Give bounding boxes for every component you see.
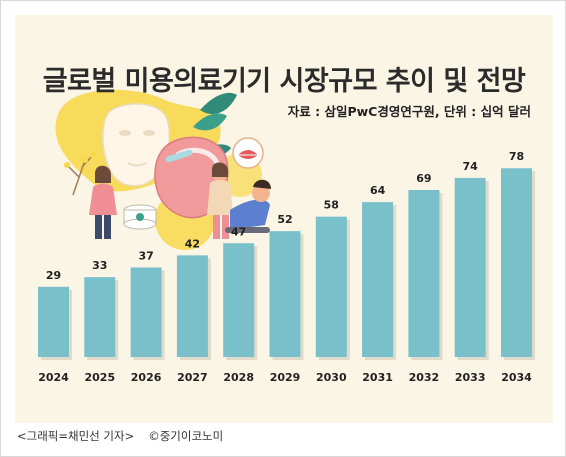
bar-2034 bbox=[501, 168, 532, 357]
copyright-notice: ©중기이코노미 bbox=[148, 429, 224, 443]
bar-2032 bbox=[408, 190, 440, 357]
value-label-2028: 47 bbox=[231, 225, 246, 238]
x-tick-label-2025: 2025 bbox=[84, 371, 115, 384]
image-caption: <그래픽=채민선 기자> ©중기이코노미 bbox=[17, 428, 223, 444]
x-tick-label-2032: 2032 bbox=[409, 371, 440, 384]
value-label-2024: 29 bbox=[46, 269, 61, 282]
value-label-2031: 64 bbox=[370, 184, 386, 197]
bar-2025 bbox=[84, 277, 116, 357]
x-tick-label-2031: 2031 bbox=[362, 371, 393, 384]
value-label-2034: 78 bbox=[509, 150, 524, 163]
bar-2033 bbox=[454, 177, 486, 357]
x-tick-label-2033: 2033 bbox=[455, 371, 486, 384]
value-label-2032: 69 bbox=[416, 172, 431, 185]
value-label-2029: 52 bbox=[277, 213, 292, 226]
x-tick-label-2024: 2024 bbox=[38, 371, 69, 384]
x-tick-label-2029: 2029 bbox=[270, 371, 301, 384]
bar-2031 bbox=[362, 202, 394, 357]
x-tick-label-2034: 2034 bbox=[501, 371, 532, 384]
x-tick-label-2028: 2028 bbox=[223, 371, 254, 384]
bar-2030 bbox=[315, 216, 347, 357]
value-label-2026: 37 bbox=[138, 249, 153, 262]
value-label-2033: 74 bbox=[463, 160, 479, 173]
x-tick-label-2030: 2030 bbox=[316, 371, 347, 384]
bar-2024 bbox=[38, 286, 69, 357]
graphic-credit: <그래픽=채민선 기자> bbox=[17, 429, 135, 443]
x-tick-label-2027: 2027 bbox=[177, 371, 208, 384]
value-label-2030: 58 bbox=[324, 199, 339, 212]
x-tick-label-2026: 2026 bbox=[131, 371, 162, 384]
bar-2029 bbox=[269, 231, 301, 357]
value-label-2025: 33 bbox=[92, 259, 107, 272]
bar-2028 bbox=[223, 243, 255, 357]
source-note: 자료 : 삼일PwC경영연구원, 단위 : 십억 달러 bbox=[287, 104, 531, 119]
value-label-2027: 42 bbox=[185, 237, 200, 250]
bar-2026 bbox=[130, 267, 162, 357]
chart-title: 글로벌 미용의료기기 시장규모 추이 및 전망 bbox=[42, 66, 526, 97]
bar-2027 bbox=[176, 255, 208, 357]
chart-panel: 글로벌 미용의료기기 시장규모 추이 및 전망 자료 : 삼일PwC경영연구원,… bbox=[15, 15, 553, 423]
beauty-treatment-illustration bbox=[55, 89, 271, 250]
bar-chart: 29 2024 33 2025 37 2026 42 2027 47 2028 52 2029 58 20… bbox=[38, 150, 535, 384]
